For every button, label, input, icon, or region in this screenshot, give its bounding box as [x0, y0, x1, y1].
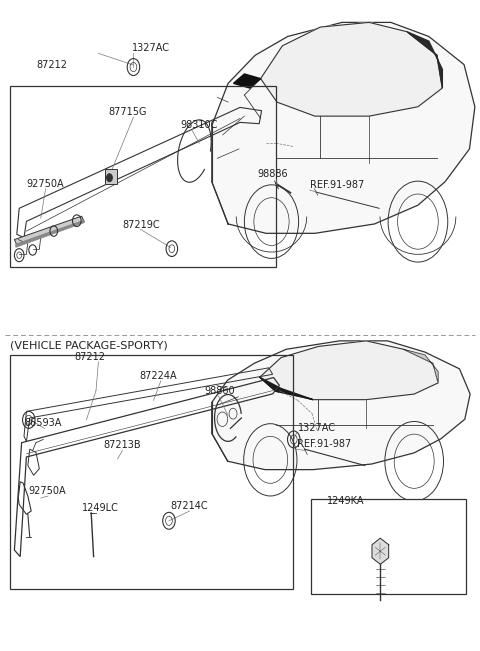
- Text: 92750A: 92750A: [29, 486, 66, 496]
- Text: 87212: 87212: [74, 352, 106, 362]
- Text: 87224A: 87224A: [139, 371, 177, 381]
- Polygon shape: [14, 216, 84, 245]
- Text: 98860: 98860: [204, 386, 235, 396]
- Bar: [105, 169, 117, 184]
- Polygon shape: [261, 22, 443, 116]
- Polygon shape: [372, 538, 389, 564]
- Text: 87212: 87212: [36, 60, 67, 70]
- Circle shape: [107, 174, 112, 182]
- Text: 1327AC: 1327AC: [132, 44, 170, 53]
- Polygon shape: [212, 22, 475, 233]
- Polygon shape: [15, 220, 84, 247]
- Text: 98310C: 98310C: [180, 120, 217, 130]
- Text: 1327AC: 1327AC: [298, 423, 336, 433]
- Text: 87219C: 87219C: [122, 220, 160, 230]
- Polygon shape: [407, 32, 443, 88]
- Text: REF.91-987: REF.91-987: [297, 439, 351, 449]
- Text: 87214C: 87214C: [170, 501, 208, 511]
- Text: 87715G: 87715G: [108, 107, 146, 117]
- Text: REF.91-987: REF.91-987: [310, 180, 364, 190]
- Text: 86593A: 86593A: [24, 419, 61, 428]
- Polygon shape: [404, 349, 438, 383]
- Polygon shape: [233, 74, 261, 88]
- Text: 98886: 98886: [258, 169, 288, 179]
- Polygon shape: [260, 341, 438, 400]
- Polygon shape: [212, 341, 470, 469]
- Text: 1249LC: 1249LC: [82, 503, 119, 513]
- Text: 1249KA: 1249KA: [327, 497, 365, 506]
- Bar: [311, 499, 466, 594]
- Text: (VEHICLE PACKAGE-SPORTY): (VEHICLE PACKAGE-SPORTY): [10, 340, 168, 350]
- Bar: [10, 355, 293, 589]
- Text: 87213B: 87213B: [103, 441, 141, 450]
- Polygon shape: [260, 378, 313, 400]
- Text: 92750A: 92750A: [26, 179, 64, 189]
- Bar: [10, 86, 276, 267]
